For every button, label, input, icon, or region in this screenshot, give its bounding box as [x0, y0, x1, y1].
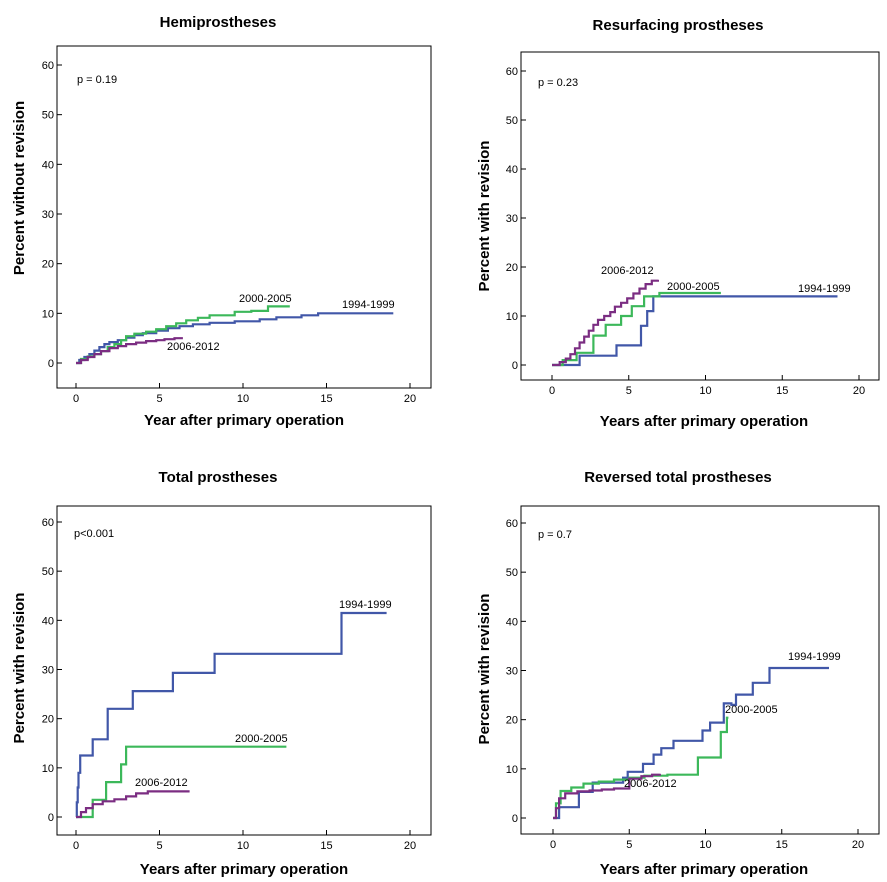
x-tick-label-10: 10 [237, 393, 249, 405]
y-tick-label-30: 30 [42, 665, 54, 677]
y-tick-label-60: 60 [42, 517, 54, 529]
plot-frame [520, 51, 880, 381]
plot-frame [520, 505, 880, 835]
x-tick-label-5: 5 [156, 840, 162, 852]
x-axis-label: Years after primary operation [140, 861, 348, 878]
y-tick-label-60: 60 [42, 60, 54, 72]
x-tick-label-15: 15 [776, 839, 788, 851]
y-tick-label-50: 50 [42, 566, 54, 578]
series-label-2000-2005: 2000-2005 [667, 281, 720, 293]
y-tick-label-30: 30 [506, 213, 518, 225]
series-line-2000-2005 [76, 305, 290, 365]
plot-frame [56, 45, 432, 389]
series-label-2006-2012: 2006-2012 [167, 341, 220, 353]
series-line-2006-2012 [76, 790, 190, 819]
series-label-1994-1999: 1994-1999 [798, 283, 851, 295]
y-axis-label: Percent with revision [11, 593, 28, 744]
y-tick-label-50: 50 [42, 110, 54, 122]
y-tick-label-40: 40 [42, 159, 54, 171]
y-tick-label-20: 20 [506, 262, 518, 274]
x-tick-label-10: 10 [699, 839, 711, 851]
x-tick-label-0: 0 [550, 839, 556, 851]
x-tick-label-5: 5 [626, 839, 632, 851]
x-axis-label: Years after primary operation [600, 861, 808, 878]
x-tick-label-20: 20 [852, 839, 864, 851]
x-axis-label: Years after primary operation [600, 413, 808, 430]
p-value-annotation: p = 0.23 [538, 77, 578, 89]
x-tick-label-20: 20 [404, 840, 416, 852]
chart-hemiprostheses-svg: Hemiprostheses p = 0.19 0 10 20 30 40 50 60 0 5… [11, 14, 432, 429]
x-axis-label: Year after primary operation [144, 412, 344, 429]
x-tick-label-15: 15 [776, 385, 788, 397]
p-value-annotation: p<0.001 [74, 528, 114, 540]
y-axis-label: Percent without revision [11, 101, 28, 275]
series-label-2006-2012: 2006-2012 [135, 777, 188, 789]
y-tick-label-10: 10 [506, 311, 518, 323]
y-tick-label-40: 40 [506, 164, 518, 176]
chart-total-prostheses: Total prostheses p<0.001 0 10 20 30 40 50 60 0… [0, 441, 443, 882]
y-tick-label-30: 30 [42, 209, 54, 221]
series-label-2000-2005: 2000-2005 [235, 733, 288, 745]
chart-title: Resurfacing prostheses [593, 17, 764, 34]
y-axis-label: Percent with revision [476, 141, 493, 292]
series-line-1994-1999 [553, 666, 829, 820]
x-tick-label-10: 10 [237, 840, 249, 852]
x-tick-label-15: 15 [320, 393, 332, 405]
y-tick-label-10: 10 [42, 763, 54, 775]
y-tick-label-10: 10 [506, 764, 518, 776]
series-line-1994-1999 [552, 295, 838, 367]
chart-resurfacing-prostheses: Resurfacing prostheses p = 0.23 0 10 20 30 4… [443, 0, 887, 441]
series-line-1994-1999 [75, 611, 387, 819]
y-tick-label-50: 50 [506, 115, 518, 127]
y-tick-label-20: 20 [42, 259, 54, 271]
chart-reversed-total-prostheses: Reversed total prostheses p = 0.7 0 10 20 3… [443, 441, 887, 882]
chart-title: Total prostheses [159, 469, 278, 486]
x-tick-label-0: 0 [549, 385, 555, 397]
series-label-2006-2012: 2006-2012 [624, 778, 677, 790]
y-tick-label-10: 10 [42, 308, 54, 320]
series-label-2000-2005: 2000-2005 [239, 293, 292, 305]
series-line-1994-1999 [76, 312, 394, 365]
y-axis-label: Percent with revision [476, 594, 493, 745]
y-tick-label-20: 20 [42, 714, 54, 726]
x-tick-label-5: 5 [156, 393, 162, 405]
y-tick-label-50: 50 [506, 567, 518, 579]
y-tick-label-20: 20 [506, 715, 518, 727]
y-tick-label-40: 40 [506, 616, 518, 628]
y-tick-label-0: 0 [512, 360, 518, 372]
series-label-2006-2012: 2006-2012 [601, 265, 654, 277]
series-line-2006-2012 [552, 279, 659, 367]
series-line-2006-2012 [76, 337, 183, 365]
x-tick-label-0: 0 [73, 840, 79, 852]
chart-reversed-total-prostheses-svg: Reversed total prostheses p = 0.7 0 10 20 3… [476, 469, 880, 878]
y-tick-label-60: 60 [506, 66, 518, 78]
chart-title: Reversed total prostheses [584, 469, 772, 486]
x-tick-label-15: 15 [320, 840, 332, 852]
series-label-1994-1999: 1994-1999 [339, 599, 392, 611]
chart-title: Hemiprostheses [160, 14, 277, 31]
x-tick-label-0: 0 [73, 393, 79, 405]
series-line-2006-2012 [553, 773, 661, 820]
y-tick-label-0: 0 [512, 813, 518, 825]
x-tick-label-5: 5 [626, 385, 632, 397]
y-tick-label-30: 30 [506, 666, 518, 678]
series-label-1994-1999: 1994-1999 [342, 299, 395, 311]
series-label-2000-2005: 2000-2005 [725, 704, 778, 716]
y-tick-label-0: 0 [48, 358, 54, 370]
chart-resurfacing-prostheses-svg: Resurfacing prostheses p = 0.23 0 10 20 30 4… [476, 17, 880, 430]
y-tick-label-40: 40 [42, 615, 54, 627]
y-tick-label-0: 0 [48, 812, 54, 824]
p-value-annotation: p = 0.7 [538, 529, 572, 541]
series-line-2000-2005 [552, 291, 721, 367]
y-tick-label-60: 60 [506, 518, 518, 530]
x-tick-label-20: 20 [404, 393, 416, 405]
x-tick-label-10: 10 [699, 385, 711, 397]
plot-frame [56, 505, 432, 836]
series-label-1994-1999: 1994-1999 [788, 651, 841, 663]
p-value-annotation: p = 0.19 [77, 74, 117, 86]
chart-hemiprostheses: Hemiprostheses p = 0.19 0 10 20 30 40 50 60 0 5… [0, 0, 443, 441]
x-tick-label-20: 20 [853, 385, 865, 397]
chart-total-prostheses-svg: Total prostheses p<0.001 0 10 20 30 40 50 60 0… [11, 469, 432, 878]
